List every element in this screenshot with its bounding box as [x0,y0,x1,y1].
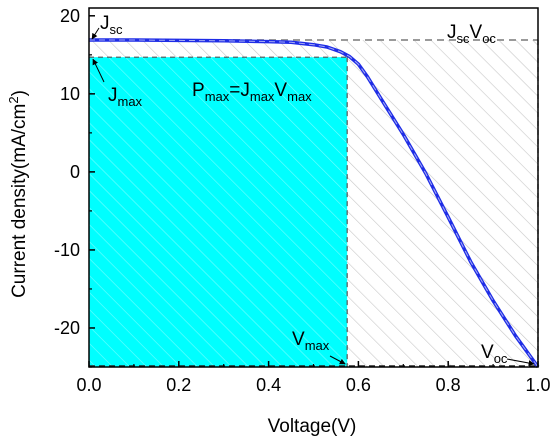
jv-curve [89,38,540,369]
annotation-arrows [91,27,535,366]
x-tick-label: 0.6 [346,375,371,395]
axis-ticks: 0.0 0.2 0.4 0.6 0.8 1.0 -20 -10 0 10 20 [54,6,550,395]
jsc-annotation: Jsc [100,13,123,37]
y-axis-title: Current density(mA/cm2) [6,90,30,298]
x-axis-title: Voltage(V) [268,416,357,437]
jmax-arrow [92,58,105,83]
jscvoc-annotation: JscVoc [447,22,496,46]
x-tick-label: 0.8 [436,375,461,395]
jmax-annotation: Jmax [108,85,143,109]
voc-annotation: Voc [481,342,508,366]
x-tick-label: 0.4 [256,375,281,395]
y-tick-label: -20 [54,318,80,338]
y-tick-label: -10 [54,240,80,260]
y-tick-label: 10 [60,84,80,104]
vmax-annotation: Vmax [292,329,330,353]
pmax-hatch-overlay [89,57,348,368]
y-tick-label: 0 [70,162,80,182]
pmax-annotation: Pmax=JmaxVmax [192,80,312,104]
series-line-dash-0 [89,39,539,368]
jsc-arrow [91,27,100,40]
x-tick-label: 0.2 [166,375,191,395]
x-tick-label: 1.0 [525,375,550,395]
x-tick-label: 0.0 [76,375,101,395]
y-tick-label: 20 [60,6,80,26]
vmax-arrow [329,355,346,365]
voc-arrow [506,358,535,366]
